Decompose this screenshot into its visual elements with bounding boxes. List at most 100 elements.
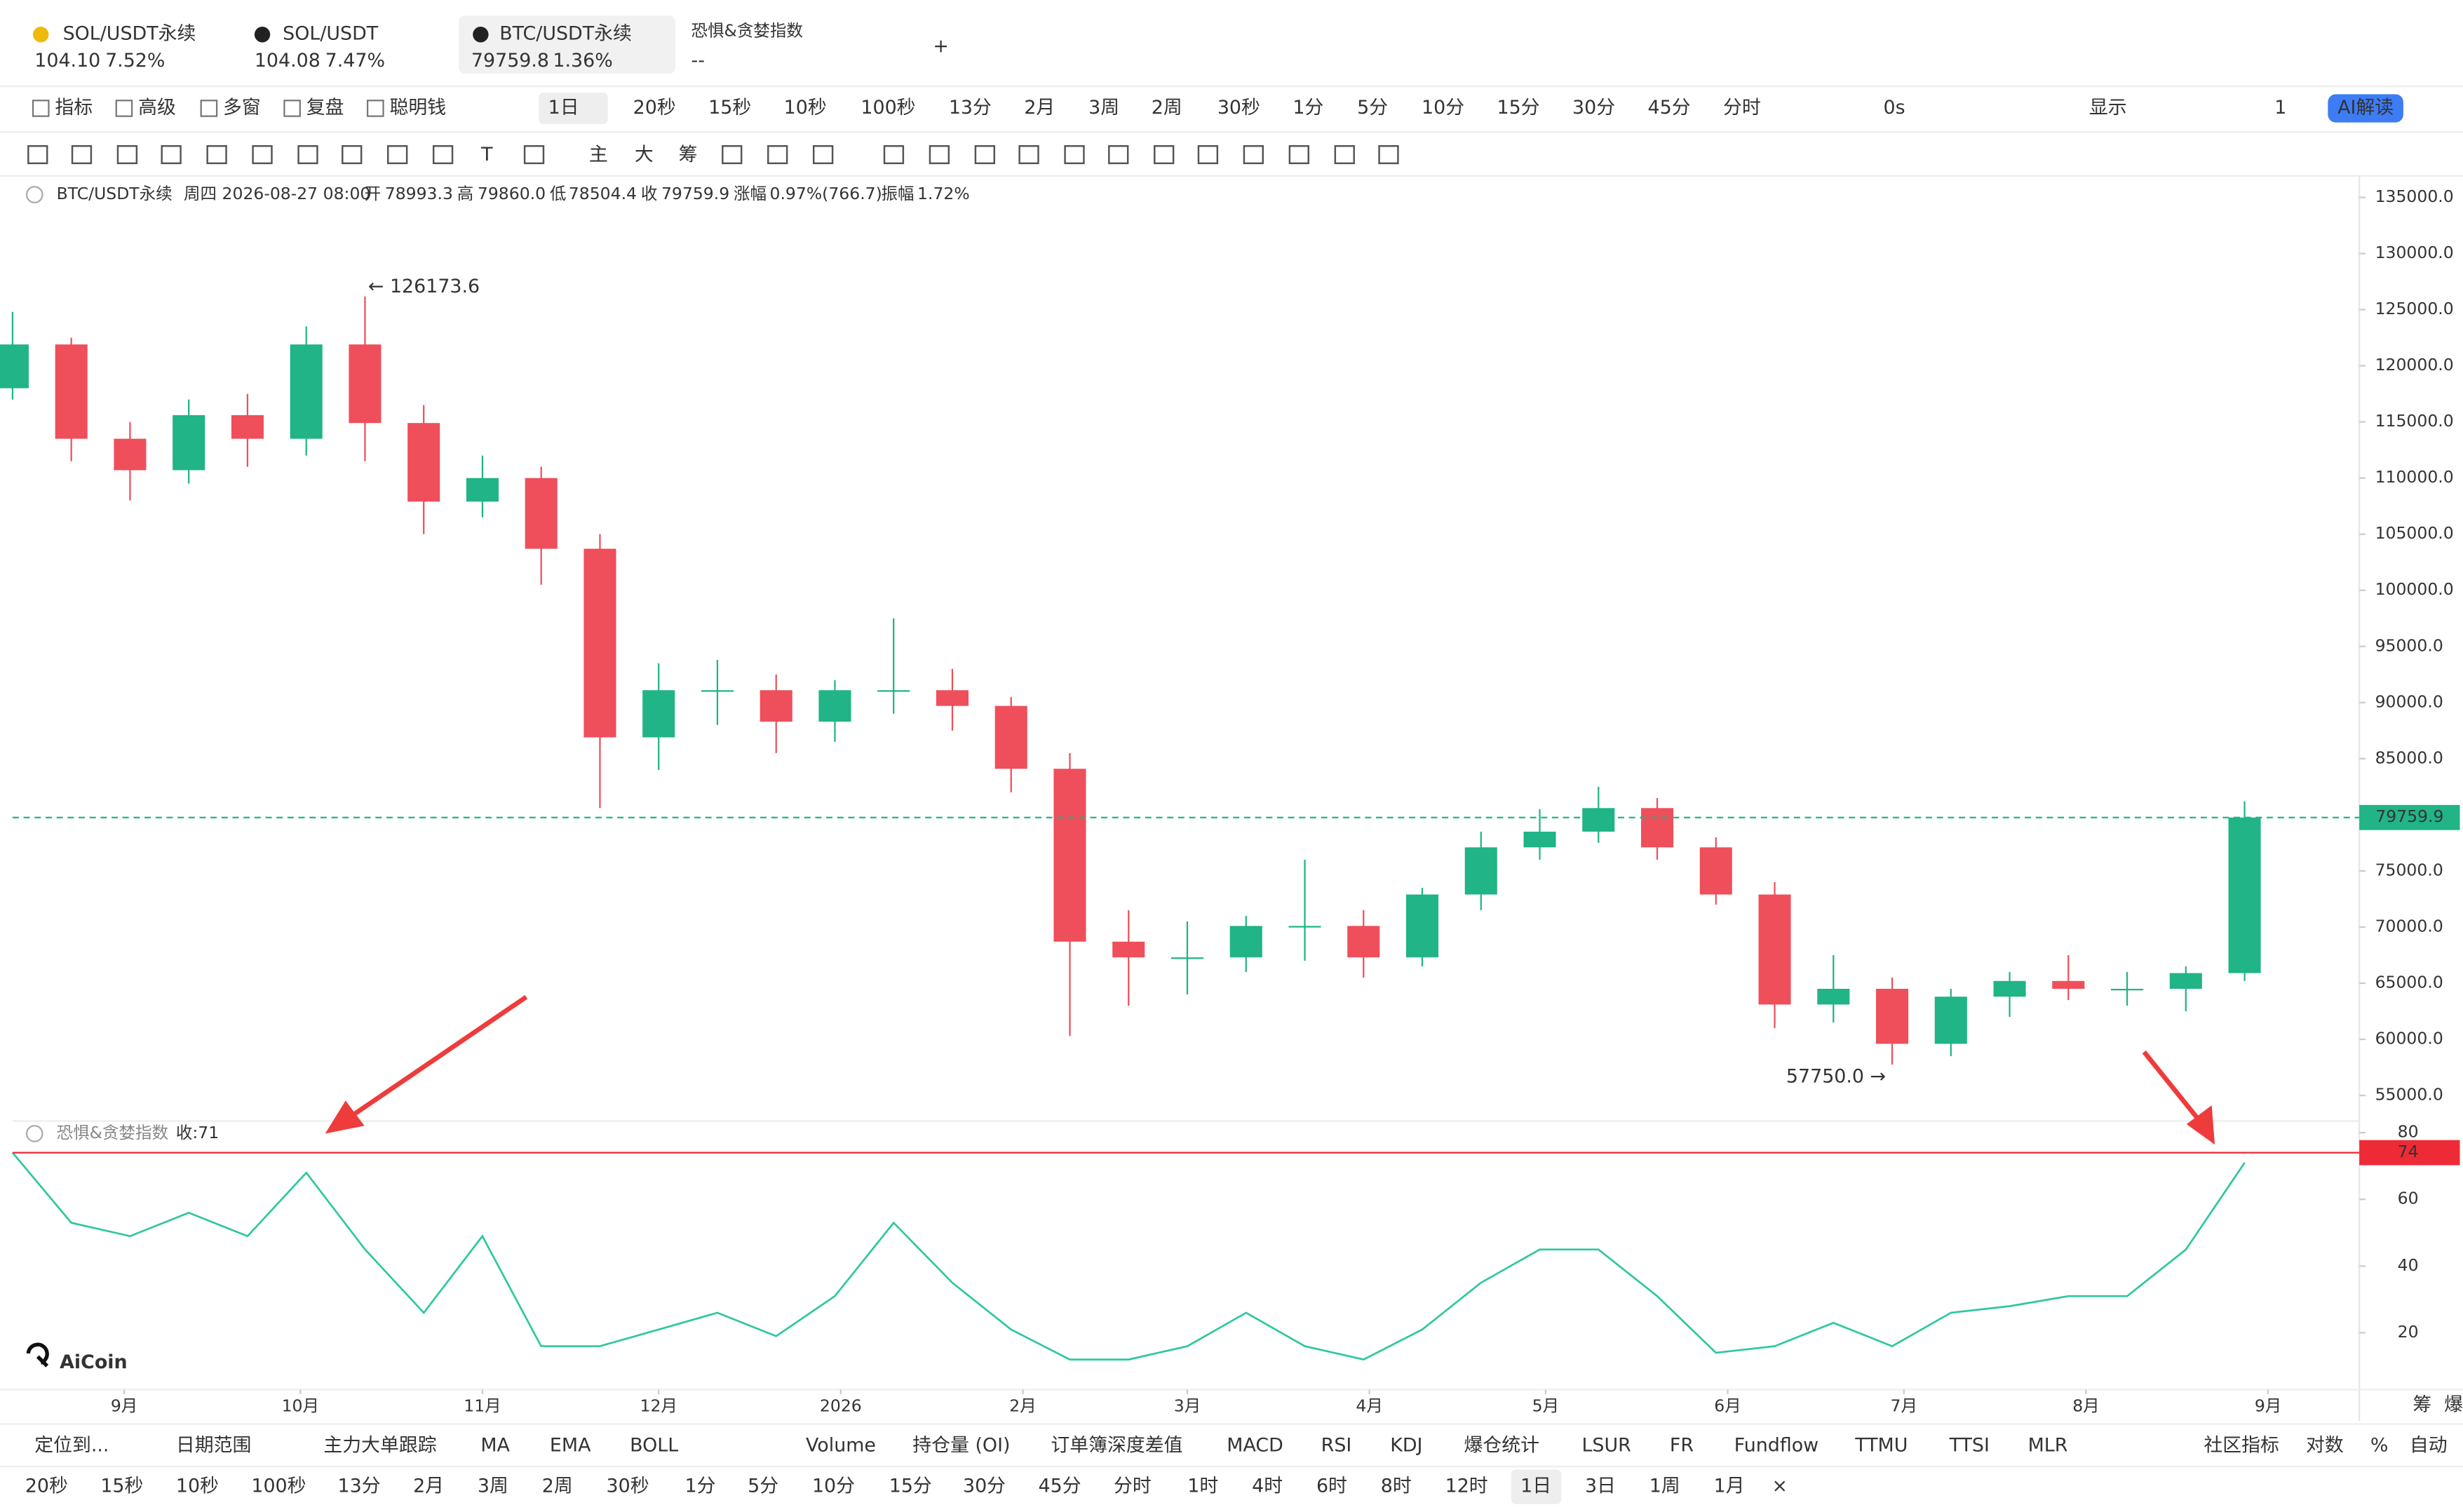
draw-tool-icon[interactable] — [523, 144, 545, 165]
bottom-interval[interactable]: 20秒 — [25, 1476, 68, 1497]
interval[interactable]: 100秒 — [861, 97, 915, 119]
draw-tool-icon[interactable] — [206, 144, 227, 165]
bottom-interval[interactable]: 30秒 — [607, 1476, 649, 1497]
add-tab[interactable]: + — [933, 36, 949, 58]
ai-button[interactable] — [2328, 94, 2403, 123]
interval[interactable]: 20秒 — [633, 97, 676, 119]
tab-name[interactable]: 恐惧&贪婪指数 — [691, 20, 803, 40]
interval[interactable]: 分时 — [1723, 97, 1761, 119]
tab-name[interactable]: SOL/USDT永续 — [63, 23, 196, 45]
ai-label[interactable]: AI解读 — [2337, 97, 2394, 119]
tool[interactable]: 多窗 — [223, 97, 261, 119]
draw-tool-icon[interactable] — [432, 144, 454, 165]
indicator-button[interactable]: EMA — [550, 1434, 591, 1456]
draw-tool-label[interactable]: 主 — [589, 144, 608, 166]
draw-tool-icon[interactable] — [1064, 144, 1085, 165]
display-toggle[interactable]: 显示 — [2089, 97, 2127, 119]
draw-tool-icon[interactable] — [297, 144, 318, 165]
bottom-interval[interactable]: 1月 — [1714, 1476, 1745, 1497]
interval[interactable]: 45分 — [1648, 97, 1691, 119]
draw-tool-icon[interactable] — [71, 144, 93, 165]
bottom-interval[interactable]: 1时 — [1187, 1476, 1218, 1497]
draw-tool-icon[interactable] — [116, 144, 138, 165]
bottom-interval[interactable]: 1分 — [685, 1476, 716, 1497]
indicator-button[interactable]: BOLL — [630, 1434, 678, 1456]
indicator-button[interactable]: 社区指标 — [2204, 1434, 2279, 1456]
indicator-button[interactable]: KDJ — [1390, 1434, 1422, 1456]
draw-tool-icon[interactable] — [27, 144, 48, 165]
draw-tool-icon[interactable] — [252, 144, 273, 165]
interval[interactable]: 30分 — [1572, 97, 1615, 119]
indicator-button[interactable]: FR — [1670, 1434, 1694, 1456]
bottom-interval[interactable]: 1日 — [1520, 1476, 1551, 1497]
indicator-button[interactable]: LSUR — [1581, 1434, 1631, 1456]
draw-tool-icon[interactable] — [1108, 144, 1129, 165]
indicator-button[interactable]: 持仓量 (OI) — [912, 1434, 1010, 1456]
indicator-button[interactable]: MLR — [2028, 1434, 2068, 1456]
indicator-button[interactable]: 爆仓统计 — [1464, 1434, 1539, 1456]
tool[interactable]: 复盘 — [306, 97, 344, 119]
bottom-interval[interactable]: 3周 — [478, 1476, 508, 1497]
interval[interactable]: 15分 — [1497, 97, 1540, 119]
interval[interactable]: 3周 — [1088, 97, 1119, 119]
draw-tool-label[interactable]: T — [480, 144, 493, 166]
draw-tool-icon[interactable] — [1154, 144, 1175, 165]
interval[interactable]: 10秒 — [784, 97, 827, 119]
draw-tool-label[interactable]: 筹 — [679, 144, 698, 166]
draw-tool-icon[interactable] — [722, 144, 743, 165]
indicator-button[interactable]: % — [2370, 1434, 2389, 1456]
indicator-button[interactable]: MACD — [1227, 1434, 1283, 1456]
draw-tool-icon[interactable] — [767, 144, 788, 165]
close-icon[interactable]: × — [1772, 1476, 1788, 1497]
draw-tool-icon[interactable] — [974, 144, 996, 165]
tab-name[interactable]: SOL/USDT — [283, 23, 379, 45]
bottom-interval[interactable]: 30分 — [963, 1476, 1006, 1497]
indicator-button[interactable]: 对数 — [2306, 1434, 2344, 1456]
bottom-interval[interactable]: 3日 — [1585, 1476, 1616, 1497]
interval-active[interactable]: 1日 — [548, 97, 579, 119]
bottom-interval[interactable]: 8时 — [1381, 1476, 1412, 1497]
bottom-interval[interactable]: 10分 — [812, 1476, 855, 1497]
interval[interactable]: 2月 — [1024, 97, 1055, 119]
draw-tool-icon[interactable] — [161, 144, 182, 165]
tool[interactable]: 聪明钱 — [389, 97, 446, 119]
indicator-button[interactable]: Fundflow — [1734, 1434, 1818, 1456]
draw-tool-icon[interactable] — [1243, 144, 1264, 165]
bottom-interval[interactable]: 2周 — [542, 1476, 573, 1497]
indicator-button[interactable]: 定位到... — [34, 1434, 109, 1456]
indicator-button[interactable]: TTSI — [1949, 1434, 1990, 1456]
collapse-icon[interactable] — [25, 186, 43, 203]
interval[interactable]: 2周 — [1152, 97, 1182, 119]
tool[interactable]: 指标 — [55, 97, 93, 119]
bottom-interval[interactable]: 2月 — [413, 1476, 444, 1497]
indicator-button[interactable]: RSI — [1321, 1434, 1352, 1456]
bottom-interval[interactable]: 4时 — [1252, 1476, 1283, 1497]
interval[interactable]: 15秒 — [708, 97, 751, 119]
bottom-interval[interactable]: 100秒 — [251, 1476, 306, 1497]
interval[interactable]: 30秒 — [1217, 97, 1260, 119]
bottom-interval[interactable]: 12时 — [1445, 1476, 1488, 1497]
bottom-interval[interactable]: 6时 — [1316, 1476, 1347, 1497]
indicator-button[interactable]: TTMU — [1854, 1434, 1908, 1456]
draw-tool-icon[interactable] — [812, 144, 834, 165]
draw-tool-icon[interactable] — [1018, 144, 1039, 165]
draw-tool-label[interactable]: 大 — [635, 144, 654, 166]
indicator-button[interactable]: 日期范围 — [176, 1434, 251, 1456]
draw-tool-icon[interactable] — [929, 144, 950, 165]
interval[interactable]: 5分 — [1357, 97, 1388, 119]
draw-tool-icon[interactable] — [1197, 144, 1219, 165]
tab-name[interactable]: BTC/USDT永续 — [499, 23, 632, 45]
collapse-icon[interactable] — [25, 1125, 43, 1142]
draw-tool-icon[interactable] — [1288, 144, 1309, 165]
indicator-button[interactable]: 主力大单跟踪 — [323, 1434, 436, 1456]
bottom-interval[interactable]: 分时 — [1114, 1476, 1152, 1497]
indicator-button[interactable]: MA — [480, 1434, 510, 1456]
bottom-interval[interactable]: 13分 — [338, 1476, 381, 1497]
indicator-button[interactable]: Volume — [806, 1434, 876, 1456]
bottom-interval[interactable]: 45分 — [1039, 1476, 1081, 1497]
draw-tool-icon[interactable] — [386, 144, 408, 165]
interval[interactable]: 1分 — [1293, 97, 1323, 119]
bottom-interval[interactable]: 15分 — [889, 1476, 932, 1497]
interval[interactable]: 10分 — [1422, 97, 1464, 119]
draw-tool-icon[interactable] — [1334, 144, 1355, 165]
